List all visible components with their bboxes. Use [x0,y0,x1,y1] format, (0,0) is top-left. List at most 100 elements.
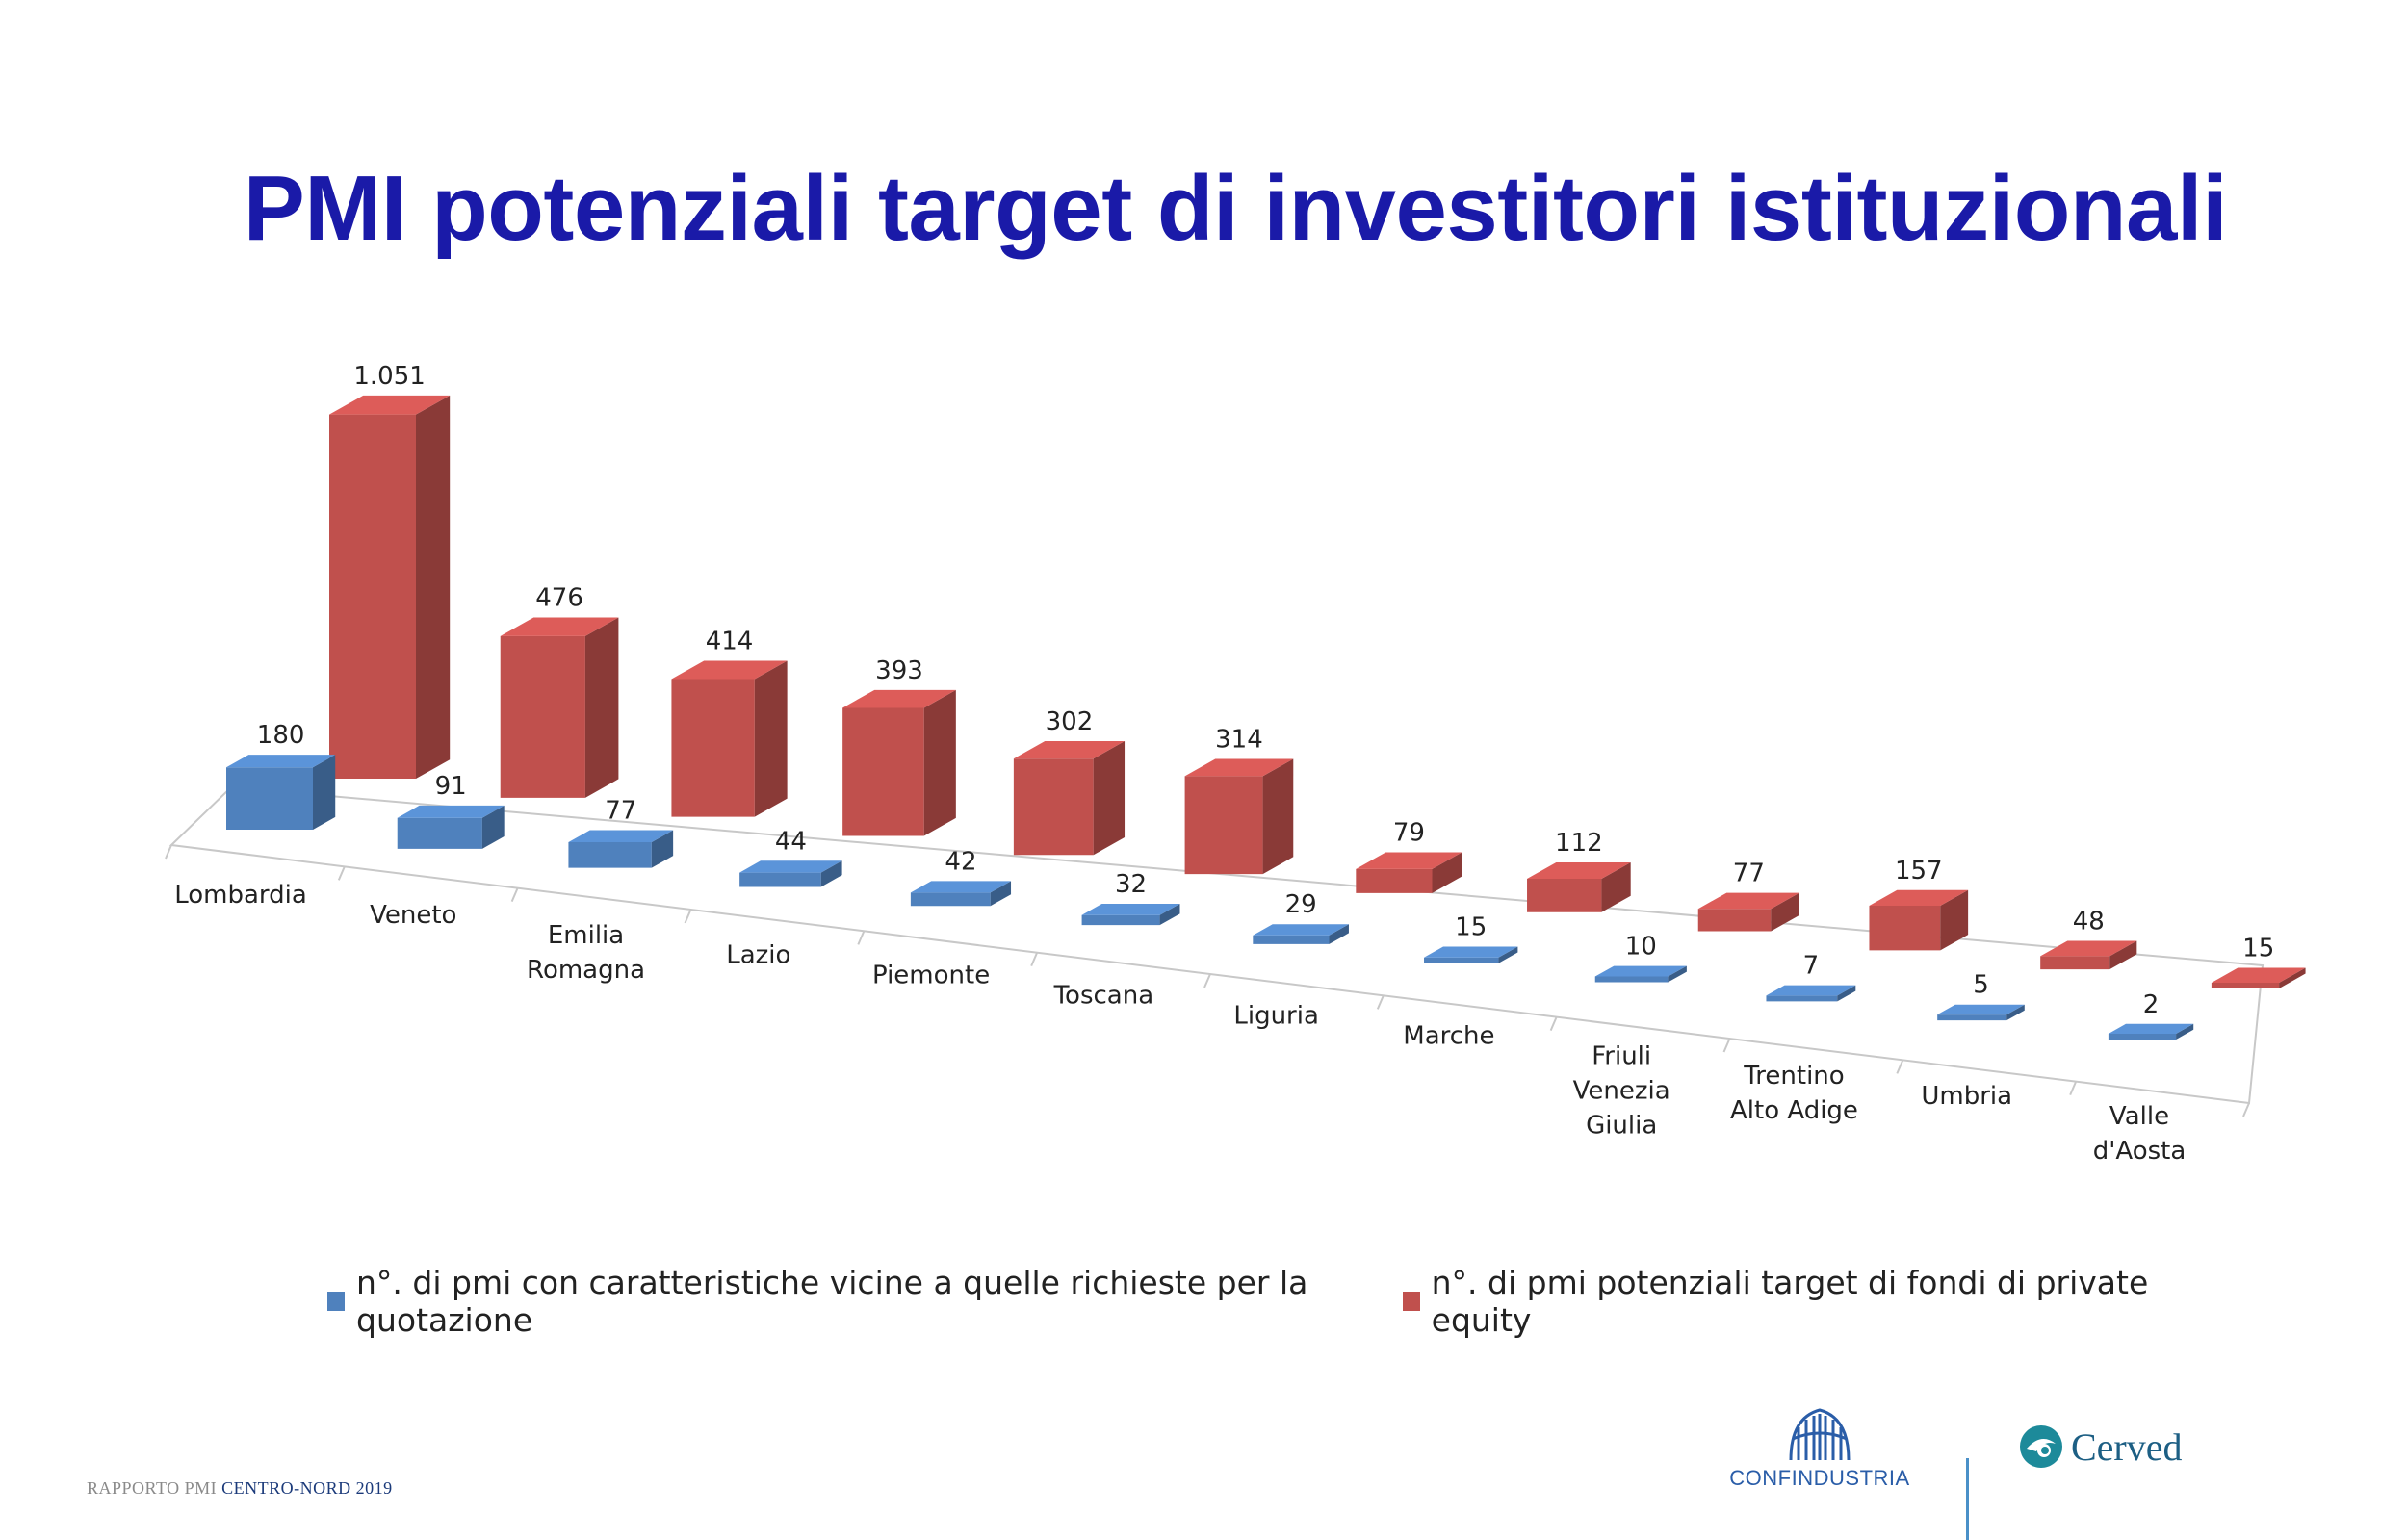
bar-front-face [671,679,755,817]
legend-item-series-1: n°. di pmi con caratteristiche vicine a … [327,1264,1382,1339]
bar-series2-3 [842,689,956,836]
value-label-series1-1: 91 [435,772,467,801]
bar-top-face [1697,892,1799,910]
chart-bars [226,395,2306,1040]
bar-front-face [842,707,924,836]
value-label-series1-0: 180 [257,721,305,750]
category-label-line: Liguria [1233,1001,1319,1030]
bar-side-face [481,805,505,849]
bar-series1-10 [1937,1004,2025,1021]
value-label-series1-9: 7 [1803,952,1820,981]
bar-side-face [584,617,619,798]
bar-series2-6 [1356,852,1462,893]
bar-top-face [1253,924,1349,936]
bar-side-face [990,881,1012,907]
category-label-2: Emilia Romagna [527,921,645,985]
bar-front-face [226,767,313,830]
bar-side-face [416,395,451,779]
category-label-0: Lombardia [174,881,307,910]
bar-front-face [1253,935,1330,944]
category-label-line: Emilia [548,921,624,950]
category-label-3: Lazio [726,941,790,970]
bar-front-face [739,872,821,887]
bar-series1-6 [1253,924,1349,944]
bar-top-face [1184,758,1294,777]
floor-tick [1549,1016,1558,1032]
category-label-9: Trentino Alto Adige [1730,1062,1858,1125]
bar-side-face [1668,965,1687,983]
bar-front-face [2211,983,2280,988]
bar-series2-2 [671,660,788,817]
bar-top-face [1527,862,1631,880]
category-label-10: Umbria [1921,1082,2012,1111]
bar-side-face [1940,889,1969,951]
bar-top-face [2108,1023,2194,1034]
value-label-series2-3: 393 [875,656,923,685]
floor-tick [2069,1081,2078,1096]
bar-top-face [568,830,674,843]
value-label-series1-4: 42 [945,847,976,876]
bar-front-face [500,635,585,798]
bar-top-face [1424,946,1518,958]
bar-front-face [1356,868,1433,893]
cerved-emblem-icon [2020,1425,2062,1468]
bar-series1-5 [1081,903,1180,926]
value-label-series2-0: 1.051 [353,362,425,391]
bar-front-face [1184,776,1263,875]
category-label-line: Lombardia [174,881,307,910]
bar-series1-7 [1424,946,1518,963]
bar-series2-8 [1697,892,1799,932]
bar-side-face [1837,985,1856,1002]
category-label-8: Friuli Venezia Giulia [1573,1041,1670,1140]
category-label-11: Valle d'Aosta [2093,1102,2187,1166]
bar-side-face [1432,852,1462,893]
bar-top-face [2211,967,2306,983]
bar-side-face [2176,1023,2194,1040]
bar-top-face [739,860,842,873]
bar-side-face [820,860,842,887]
value-label-series2-1: 476 [535,583,583,612]
bar-front-face [1766,995,1838,1002]
value-label-series2-11: 15 [2242,935,2274,963]
bar-side-face [1159,903,1180,926]
bar-top-face [2040,940,2137,957]
value-label-series2-5: 314 [1215,726,1263,755]
value-label-series1-10: 5 [1973,971,1989,1000]
category-label-4: Piemonte [872,962,990,990]
confindustria-emblem-icon [1789,1408,1851,1461]
value-label-series2-4: 302 [1046,707,1094,736]
bar-front-face [1424,957,1499,963]
category-label-line: Piemonte [872,962,990,990]
category-label-line: Giulia [1586,1111,1657,1140]
bar-series2-1 [500,617,619,798]
category-label-line: Marche [1403,1021,1494,1050]
bar-side-face [754,660,788,817]
category-label-line: Umbria [1921,1082,2012,1111]
value-label-series2-8: 77 [1733,860,1765,888]
chart-floor [165,785,2265,1117]
floor-tick [510,887,519,903]
bar-front-face [1081,914,1160,926]
bar-series2-10 [2040,940,2137,970]
legend-label-series-2: n°. di pmi potenziali target di fondi di… [1431,1264,2149,1339]
value-label-series1-5: 32 [1115,870,1147,899]
bar-top-face [329,395,451,415]
value-label-series1-7: 15 [1455,912,1487,941]
bar-front-face [2108,1034,2177,1040]
floor-tick [1376,994,1385,1010]
bar-top-face [500,617,619,636]
footer-report-prefix: RAPPORTO PMI [87,1478,218,1498]
bar-top-face [1937,1004,2025,1015]
bar-series2-0 [329,395,451,779]
footer-report-label: RAPPORTO PMI CENTRO-NORD 2019 [87,1478,393,1499]
footer-divider [1966,1458,1969,1540]
bar-front-face [329,414,416,779]
bar-side-face [1329,924,1349,944]
bar-top-face [1013,741,1126,759]
category-label-line: Alto Adige [1730,1096,1858,1125]
category-label-line: d'Aosta [2093,1137,2187,1166]
bar-side-face [2006,1004,2025,1021]
bar-series2-11 [2211,967,2306,988]
bar-series1-1 [397,805,505,849]
bar-top-face [910,881,1012,893]
